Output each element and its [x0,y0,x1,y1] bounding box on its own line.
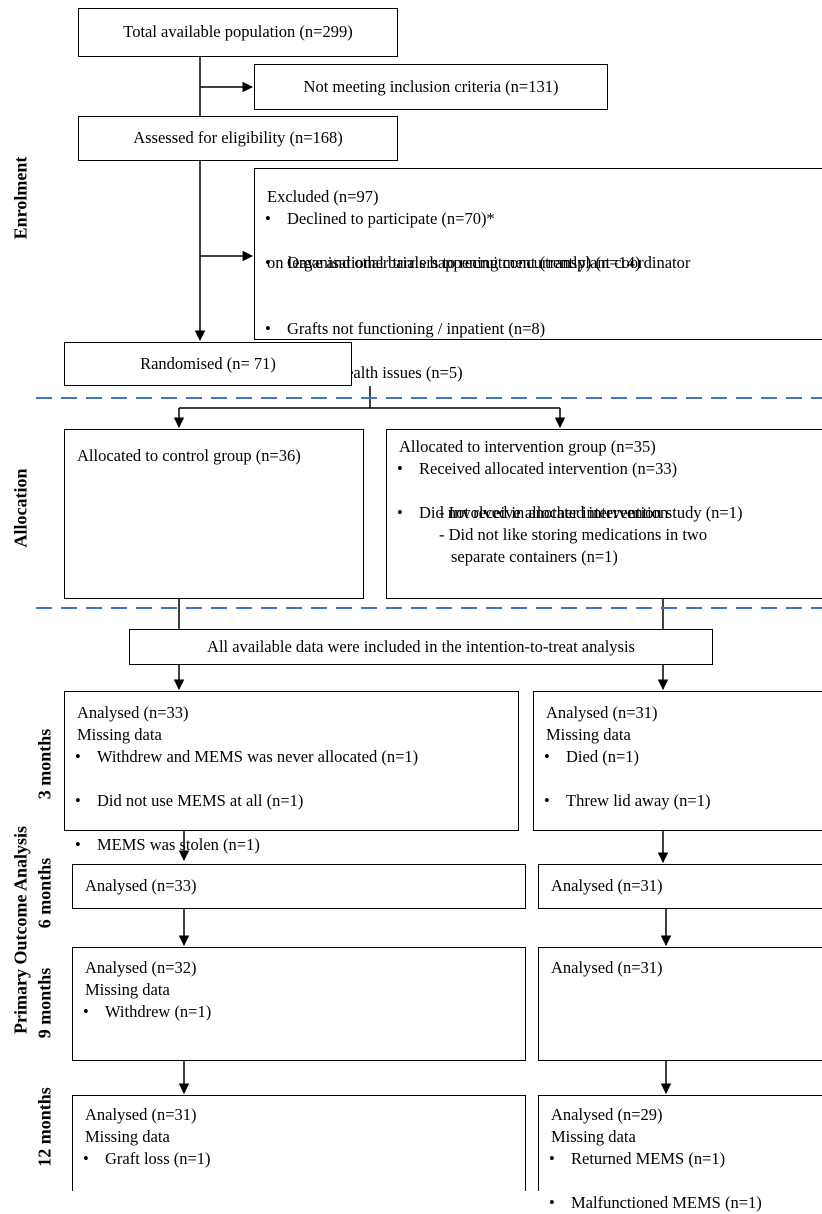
phase-label-enrolment: Enrolment [10,156,31,240]
m12-intervention-item-malfunctioned: Malfunctioned MEMS (n=1) [545,1192,822,1214]
randomised-box: Randomised (n= 71) [64,342,352,386]
timepoint-label-3-months: 3 months [34,728,55,800]
m3-control-item-withdrew: Withdrew and MEMS was never allocated (n… [71,746,524,768]
m9-intervention-box: Analysed (n=31) [538,947,822,1061]
m3-intervention-item-lid: Threw lid away (n=1) [540,790,822,812]
control-group-text: Allocated to control group (n=36) [77,446,301,465]
assessed-eligibility-text: Assessed for eligibility (n=168) [133,128,343,147]
intervention-subitem-storing: - Did not like storing medications in tw… [439,525,708,544]
itt-box: All available data were included in the … [129,629,713,665]
excluded-item-declined: Declined to participate (n=70)* [261,208,822,230]
m3-control-missing-label: Missing data [77,725,162,744]
control-group-box: Allocated to control group (n=36) [64,429,364,599]
m3-intervention-analysed: Analysed (n=31) [546,703,658,722]
m12-intervention-item-returned: Returned MEMS (n=1) [545,1148,822,1170]
m9-control-missing-label: Missing data [85,980,170,999]
intervention-group-title: Allocated to intervention group (n=35) [399,437,656,456]
intervention-item-received: Received allocated intervention (n=33) [393,458,822,480]
intervention-item-not-received: Did not receive allocated intervention [393,502,822,524]
m6-control-box: Analysed (n=33) [72,864,526,909]
timepoint-label-12-months: 12 months [34,1087,55,1167]
total-population-text: Total available population (n=299) [123,22,353,41]
phase-label-allocation: Allocation [10,468,31,548]
m6-intervention-analysed: Analysed (n=31) [551,876,663,895]
intervention-subitem-storing-cont: separate containers (n=1) [451,547,618,566]
intervention-subitem-other-study: - Involved in another intervention study… [439,503,743,522]
m12-intervention-missing-label: Missing data [551,1127,636,1146]
excluded-item-organisational-cont: on leave and other trials happening conc… [267,253,641,272]
not-meeting-criteria-text: Not meeting inclusion criteria (n=131) [303,77,559,96]
m12-intervention-box: Analysed (n=29) Missing data Returned ME… [538,1095,822,1214]
m6-intervention-box: Analysed (n=31) [538,864,822,909]
m6-control-analysed: Analysed (n=33) [85,876,197,895]
intervention-group-box: Allocated to intervention group (n=35) R… [386,429,822,599]
timepoint-label-6-months: 6 months [34,857,55,929]
m12-intervention-analysed: Analysed (n=29) [551,1105,663,1124]
itt-text: All available data were included in the … [207,637,635,656]
not-meeting-criteria-box: Not meeting inclusion criteria (n=131) [254,64,608,110]
randomised-text: Randomised (n= 71) [140,354,276,373]
m3-control-item-stolen: MEMS was stolen (n=1) [71,834,524,856]
m12-control-item-graft-loss: Graft loss (n=1) [79,1148,531,1170]
excluded-box: Excluded (n=97) Declined to participate … [254,168,822,384]
total-population-box: Total available population (n=299) [78,8,398,57]
assessed-eligibility-box: Assessed for eligibility (n=168) [78,116,398,161]
excluded-title: Excluded (n=97) [267,187,379,206]
m9-control-box: Analysed (n=32) Missing data Withdrew (n… [72,947,526,1061]
m3-control-item-no-mems: Did not use MEMS at all (n=1) [71,790,524,812]
m12-control-missing-label: Missing data [85,1127,170,1146]
m3-control-analysed: Analysed (n=33) [77,703,189,722]
m9-intervention-analysed: Analysed (n=31) [551,958,663,977]
excluded-item-grafts: Grafts not functioning / inpatient (n=8) [261,318,822,340]
excluded-item-organisational: Organisational barriers to recruitment (… [261,252,822,274]
m3-control-box: Analysed (n=33) Missing data Withdrew an… [64,691,519,856]
timepoint-label-9-months: 9 months [34,967,55,1039]
m12-control-box: Analysed (n=31) Missing data Graft loss … [72,1095,526,1191]
phase-label-primary-outcome: Primary Outcome Analysis [10,826,31,1034]
m3-intervention-item-died: Died (n=1) [540,746,822,768]
m9-control-item-withdrew: Withdrew (n=1) [79,1001,531,1023]
m3-intervention-box: Analysed (n=31) Missing data Died (n=1) … [533,691,822,831]
m3-intervention-missing-label: Missing data [546,725,631,744]
m9-control-analysed: Analysed (n=32) [85,958,197,977]
m12-control-analysed: Analysed (n=31) [85,1105,197,1124]
